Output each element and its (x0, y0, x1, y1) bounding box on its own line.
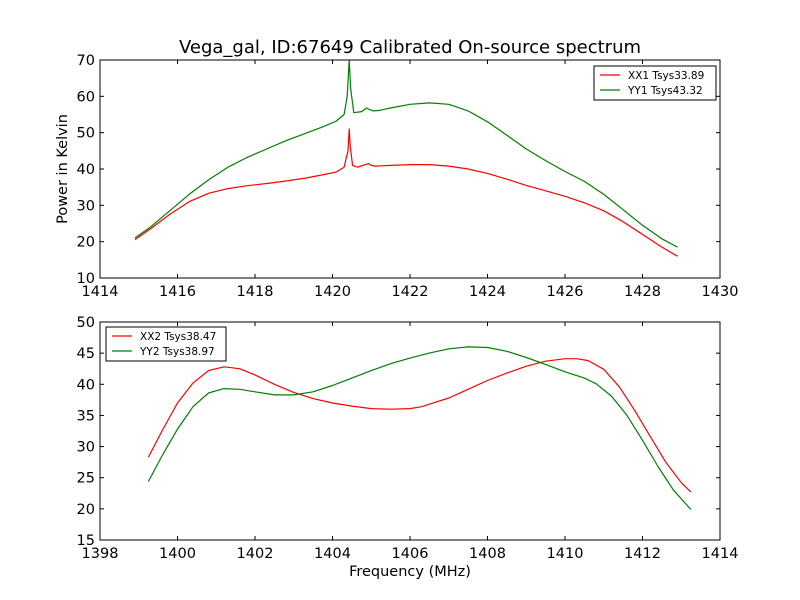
bottom-y-tick-label: 50 (77, 315, 95, 331)
bottom-y-tick-label: 30 (77, 440, 95, 456)
top-x-tick-label: 1430 (702, 284, 739, 300)
top-y-tick-label: 70 (77, 53, 95, 69)
bottom-legend-label: YY2 Tsys38.97 (139, 346, 215, 358)
bottom-x-tick-label: 1402 (237, 546, 274, 562)
top-x-tick-label: 1424 (469, 284, 506, 300)
top-y-tick-label: 20 (77, 235, 95, 251)
top-x-tick-label: 1422 (392, 284, 429, 300)
top-y-tick-label: 60 (77, 89, 95, 105)
bottom-y-tick-label: 20 (77, 502, 95, 518)
bottom-x-tick-label: 1408 (469, 546, 506, 562)
top-series-line-1 (134, 128, 678, 257)
bottom-x-tick-label: 1400 (159, 546, 196, 562)
bottom-legend-box (105, 326, 227, 362)
top-plot-area: 1414 1416 1418 1420 1422 1424 1426 1428 1430 10 20… (77, 53, 739, 300)
bottom-legend-label: XX2 Tsys38.47 (140, 331, 216, 343)
top-x-tick-label: 1416 (159, 284, 196, 300)
bottom-x-tick-label: 1412 (624, 546, 661, 562)
top-y-tick-label: 50 (77, 126, 95, 142)
top-series-line-2 (134, 59, 678, 248)
top-legend: XX1 Tsys33.89 YY1 Tsys43.32 (593, 65, 717, 101)
top-x-tick-label: 1414 (82, 284, 119, 300)
top-y-tick-label: 30 (77, 198, 95, 214)
bottom-y-tick-label: 25 (77, 471, 95, 487)
bottom-x-axis-label: Frequency (MHz) (349, 564, 471, 580)
top-legend-label: YY1 Tsys43.32 (627, 85, 703, 97)
bottom-x-tick-label: 1398 (82, 546, 119, 562)
bottom-x-tick-label: 1410 (547, 546, 584, 562)
bottom-legend: XX2 Tsys38.47 YY2 Tsys38.97 (105, 326, 227, 362)
bottom-plot-area: 1398 1400 1402 1404 1406 1408 1410 1412 1414 15 20… (77, 315, 739, 562)
top-x-tick-label: 1420 (314, 284, 351, 300)
top-y-tick-label: 10 (77, 271, 95, 287)
bottom-series-line-1 (147, 358, 692, 493)
bottom-x-tick-label: 1404 (314, 546, 351, 562)
bottom-series-line-2 (147, 346, 692, 510)
top-x-tick-label: 1426 (547, 284, 584, 300)
top-x-tick-label: 1418 (237, 284, 274, 300)
top-x-tick-label: 1428 (624, 284, 661, 300)
bottom-y-tick-label: 45 (77, 346, 95, 362)
bottom-y-tick-label: 15 (77, 533, 95, 549)
top-y-axis-label: Power in Kelvin (55, 114, 71, 224)
top-legend-box (593, 65, 717, 101)
bottom-y-tick-label: 35 (77, 408, 95, 424)
bottom-y-tick-label: 40 (77, 377, 95, 393)
bottom-x-tick-label: 1406 (392, 546, 429, 562)
chart-title: Vega_gal, ID:67649 Calibrated On-source … (179, 37, 641, 58)
top-y-tick-label: 40 (77, 162, 95, 178)
top-legend-label: XX1 Tsys33.89 (628, 70, 704, 82)
bottom-x-tick-label: 1414 (702, 546, 739, 562)
